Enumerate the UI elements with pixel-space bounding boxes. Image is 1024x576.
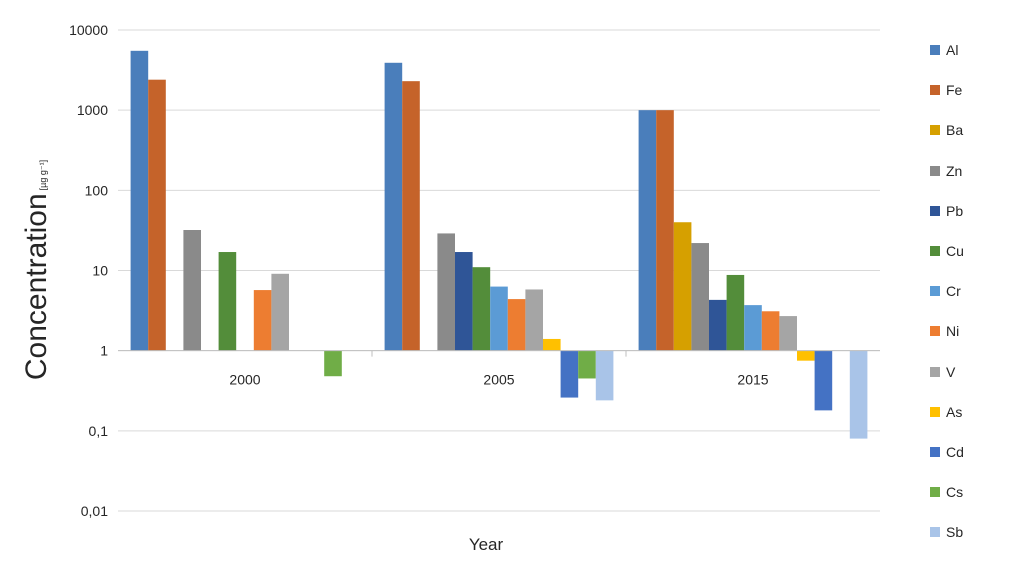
- legend-swatch: [930, 326, 940, 337]
- legend-label: Cs: [946, 484, 964, 501]
- bar-cr-2005: [490, 286, 508, 351]
- legend-item-fe: Fe: [930, 70, 1020, 110]
- legend-swatch: [930, 366, 940, 377]
- bar-cu-2000: [218, 252, 237, 351]
- legend-label: Fe: [946, 82, 963, 99]
- bar-as-2015: [797, 350, 815, 361]
- legend-item-pb: Pb: [930, 191, 1020, 231]
- bar-ni-2000: [253, 290, 272, 351]
- legend-label: Cu: [946, 243, 964, 260]
- y-tick-label: 1000: [77, 102, 108, 118]
- bar-cr-2015: [744, 305, 762, 351]
- y-tick-label: 0,01: [81, 503, 108, 519]
- legend-item-sb: Sb: [930, 512, 1020, 552]
- bar-al-2005: [384, 62, 403, 351]
- bars: [130, 50, 868, 439]
- bar-sb-2005: [595, 350, 614, 401]
- legend-label: Ni: [946, 323, 960, 340]
- legend-swatch: [930, 165, 940, 176]
- bar-cd-2015: [814, 350, 833, 411]
- legend-item-cs: Cs: [930, 472, 1020, 512]
- legend-item-v: V: [930, 352, 1020, 392]
- bar-v-2000: [271, 273, 289, 351]
- bar-cu-2005: [472, 267, 491, 351]
- bar-fe-2015: [656, 110, 674, 351]
- legend-swatch: [930, 125, 940, 136]
- legend-item-ba: Ba: [930, 110, 1020, 150]
- bar-ni-2015: [761, 311, 780, 351]
- y-tick-label: 100: [85, 182, 109, 198]
- bar-pb-2005: [455, 252, 473, 351]
- legend-swatch: [930, 286, 940, 297]
- bar-sb-2015: [849, 350, 868, 439]
- bar-zn-2015: [691, 243, 709, 351]
- x-axis-label: Year: [469, 535, 504, 554]
- legend-item-ni: Ni: [930, 311, 1020, 351]
- legend-item-cu: Cu: [930, 231, 1020, 271]
- bar-cu-2015: [726, 274, 745, 351]
- bar-cs-2000: [324, 350, 342, 377]
- y-axis-label-unit: [µg g⁻¹]: [38, 160, 48, 190]
- legend-item-as: As: [930, 392, 1020, 432]
- legend-label: Ba: [946, 122, 964, 139]
- legend-label: Cd: [946, 443, 964, 460]
- bar-cd-2005: [560, 350, 579, 398]
- y-axis-label: Concentration [µg g⁻¹]: [20, 160, 53, 380]
- legend-label: V: [946, 363, 956, 380]
- bar-al-2000: [130, 50, 149, 351]
- legend-label: Pb: [946, 202, 964, 219]
- legend-label: Sb: [946, 524, 964, 541]
- bar-al-2015: [638, 110, 657, 351]
- legend-item-cd: Cd: [930, 432, 1020, 472]
- legend-swatch: [930, 205, 940, 216]
- legend-label: Al: [946, 42, 959, 59]
- bar-fe-2005: [402, 81, 420, 351]
- legend-item-al: Al: [930, 30, 1020, 70]
- y-tick-label: 1: [100, 343, 108, 359]
- bar-v-2005: [525, 289, 543, 351]
- bar-zn-2000: [183, 230, 201, 351]
- bar-v-2015: [779, 316, 797, 351]
- bar-pb-2015: [709, 299, 727, 351]
- y-tick-label: 10000: [69, 22, 108, 38]
- bar-as-2005: [543, 338, 561, 351]
- legend-label: Zn: [946, 162, 963, 179]
- y-tick-label: 10: [92, 263, 108, 279]
- x-axis-ticks: 2000 2005 2015: [229, 350, 769, 388]
- legend-swatch: [930, 446, 940, 457]
- y-tick-label: 0,1: [89, 423, 109, 439]
- legend-item-zn: Zn: [930, 151, 1020, 191]
- bar-zn-2005: [437, 233, 455, 351]
- legend: Al Fe Ba Zn Pb Cu Cr Ni V As Cd Cs Sb: [930, 30, 1020, 552]
- bar-ni-2005: [507, 299, 526, 351]
- legend-label: Cr: [946, 283, 961, 300]
- legend-item-cr: Cr: [930, 271, 1020, 311]
- legend-swatch: [930, 45, 940, 56]
- legend-swatch: [930, 85, 940, 96]
- legend-swatch: [930, 406, 940, 417]
- bar-fe-2000: [148, 79, 166, 351]
- legend-swatch: [930, 527, 940, 538]
- legend-label: As: [946, 403, 963, 420]
- y-axis-ticks: 0,01 0,1 1 10 100 1000 10000: [69, 22, 108, 519]
- y-axis-label-text: Concentration: [20, 193, 53, 380]
- x-tick-label-2005: 2005: [483, 372, 514, 388]
- x-tick-label-2015: 2015: [737, 372, 768, 388]
- bar-cs-2005: [578, 350, 596, 379]
- bar-ba-2015: [673, 222, 692, 351]
- legend-swatch: [930, 246, 940, 257]
- legend-swatch: [930, 487, 940, 498]
- x-tick-label-2000: 2000: [229, 372, 260, 388]
